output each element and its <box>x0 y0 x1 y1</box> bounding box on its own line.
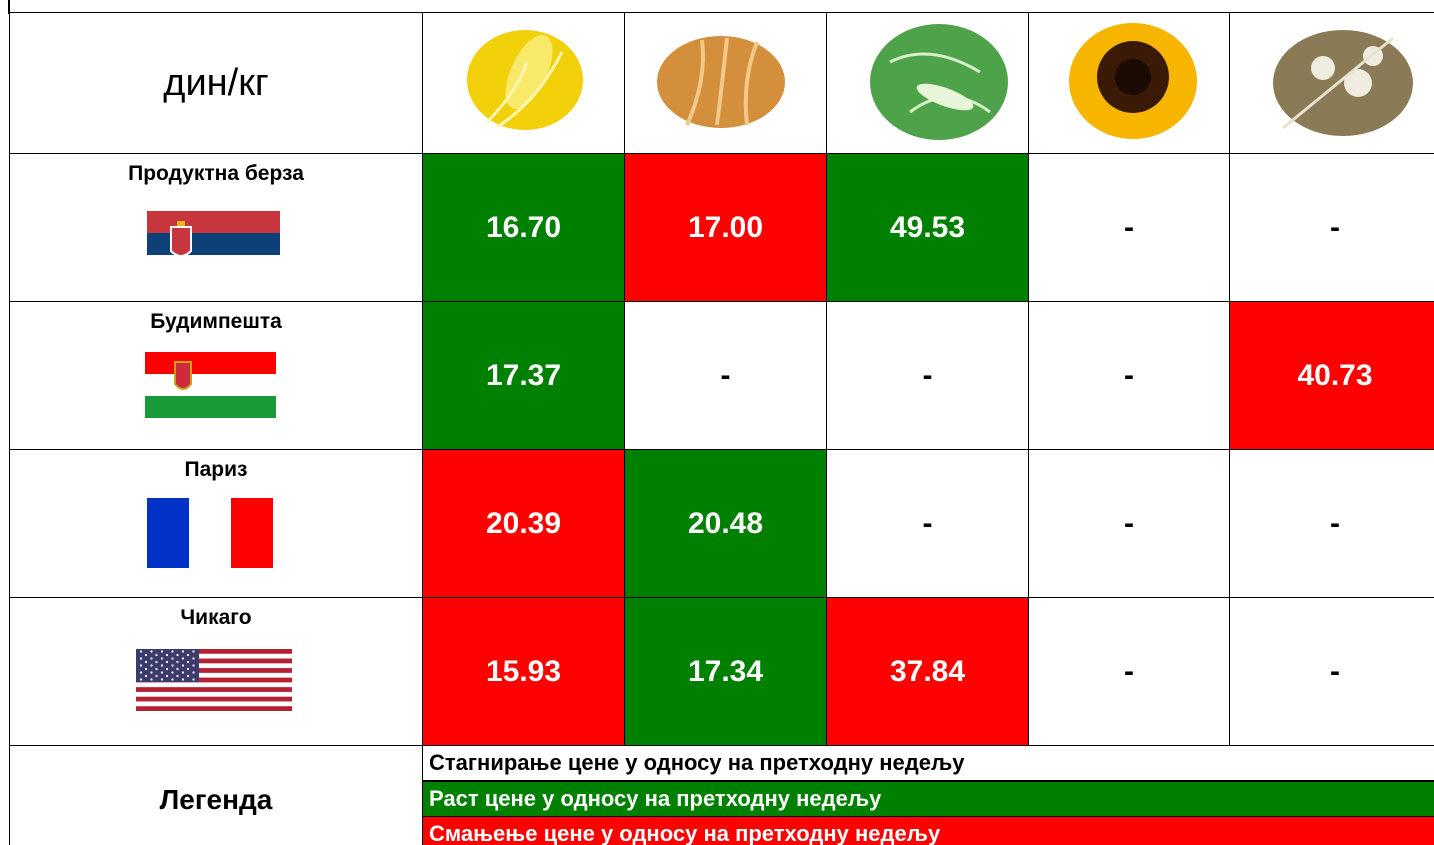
corn-icon <box>467 22 587 142</box>
body: дин/кг Продуктна берза16.7017.0049.53--Б… <box>0 0 1434 845</box>
price-cell: 17.00 <box>624 153 827 302</box>
price-cell: 20.48 <box>624 449 827 598</box>
price-cell: - <box>1028 153 1230 302</box>
legend-title: Легенда <box>9 745 423 845</box>
sunflower-icon <box>1067 20 1199 142</box>
price-cell: - <box>624 301 827 450</box>
price-cell: - <box>1028 597 1230 746</box>
price-cell: - <box>826 301 1029 450</box>
price-cell: 40.73 <box>1229 301 1434 450</box>
price-cell: 17.37 <box>422 301 625 450</box>
price-cell: 16.70 <box>422 153 625 302</box>
cotton-icon <box>1273 28 1413 138</box>
price-cell: 49.53 <box>826 153 1029 302</box>
price-cell: - <box>1229 449 1434 598</box>
page: {"table": { "unit": "дин/кг", "rows": [ … <box>0 0 1434 845</box>
legend-item: Раст цене у односу на претходну недељу <box>422 781 1434 817</box>
legend-item: Смањење цене у односу на претходну недељ… <box>422 816 1434 845</box>
unit-cell: дин/кг <box>9 12 423 154</box>
price-cell: - <box>1028 449 1230 598</box>
soy-icon <box>870 22 1010 142</box>
price-cell: - <box>826 449 1029 598</box>
price-cell: 15.93 <box>422 597 625 746</box>
price-cell: 37.84 <box>826 597 1029 746</box>
usa-flag <box>136 649 292 711</box>
unit: дин/кг <box>163 62 268 105</box>
serbia-flag <box>147 211 280 277</box>
price-cell: - <box>1229 153 1434 302</box>
table-screenshot: дин/кг Продуктна берза16.7017.0049.53--Б… <box>0 0 1434 845</box>
wheat-icon <box>657 30 787 130</box>
legend-item: Стагнирање цене у односу на претходну не… <box>422 745 1434 781</box>
price-cell: - <box>1229 597 1434 746</box>
price-cell: - <box>1028 301 1230 450</box>
price-cell: 17.34 <box>624 597 827 746</box>
price-cell: 20.39 <box>422 449 625 598</box>
hungary-flag <box>145 352 276 418</box>
france-flag <box>147 498 273 568</box>
